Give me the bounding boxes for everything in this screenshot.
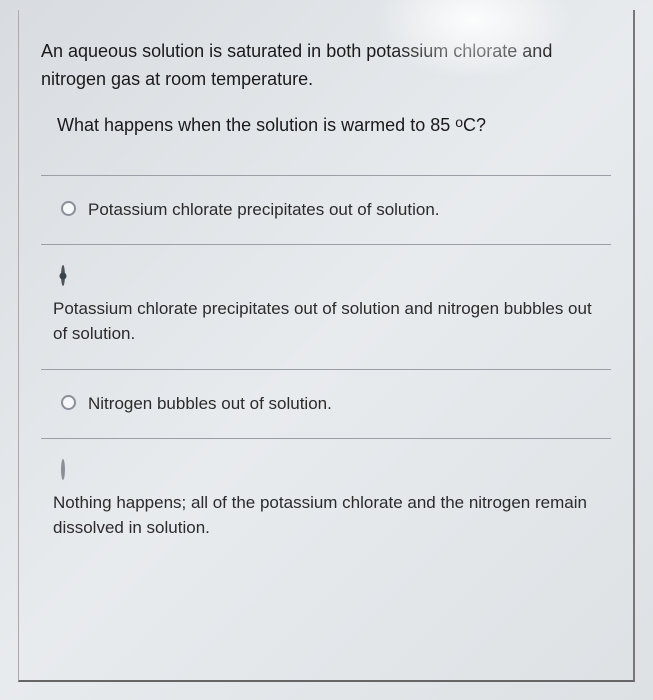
options-group: Potassium chlorate precipitates out of s… <box>41 175 611 563</box>
option-label: Potassium chlorate precipitates out of s… <box>53 297 601 346</box>
question-stem: An aqueous solution is saturated in both… <box>41 38 611 94</box>
radio-icon[interactable] <box>61 395 76 410</box>
option-label: Nitrogen bubbles out of solution. <box>88 392 332 417</box>
option-4[interactable]: Nothing happens; all of the potassium ch… <box>41 439 611 562</box>
option-3[interactable]: Nitrogen bubbles out of solution. <box>41 370 611 440</box>
option-1[interactable]: Potassium chlorate precipitates out of s… <box>41 176 611 246</box>
radio-icon[interactable] <box>61 265 65 286</box>
option-2[interactable]: Potassium chlorate precipitates out of s… <box>41 245 611 369</box>
question-prompt: What happens when the solution is warmed… <box>41 112 611 139</box>
radio-icon[interactable] <box>61 459 65 480</box>
option-label: Potassium chlorate precipitates out of s… <box>88 198 440 223</box>
question-panel: An aqueous solution is saturated in both… <box>18 10 635 682</box>
option-label: Nothing happens; all of the potassium ch… <box>53 491 601 540</box>
radio-icon[interactable] <box>61 201 76 216</box>
